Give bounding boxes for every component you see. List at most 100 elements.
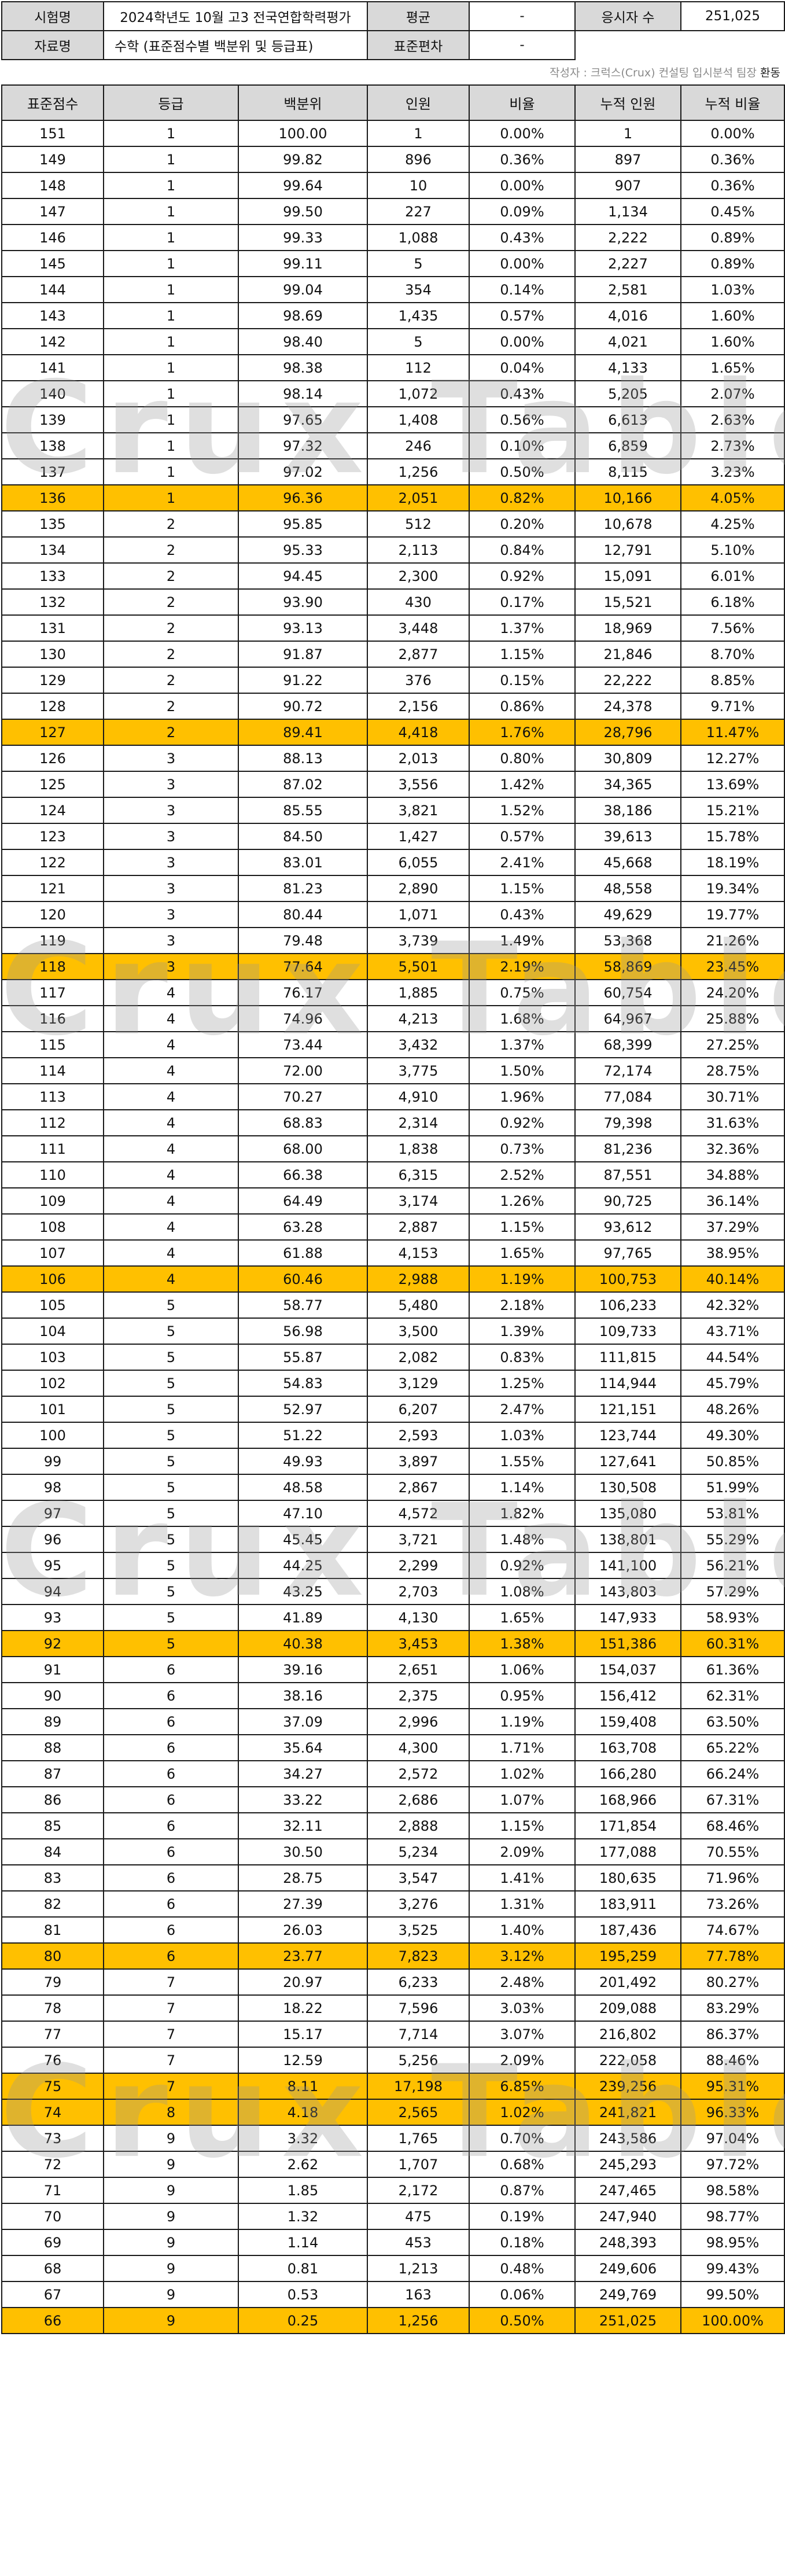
grade-cell: 2 — [103, 719, 239, 746]
ratio-cell: 0.75% — [469, 979, 576, 1006]
grade-cell: 3 — [103, 875, 239, 902]
score-cell: 98 — [1, 1474, 104, 1501]
grade-cell: 3 — [103, 797, 239, 824]
cumulative-count-cell: 1 — [574, 120, 681, 147]
cumulative-count-cell: 2,222 — [574, 224, 681, 251]
exam-label: 시험명 — [1, 1, 104, 31]
cumulative-count-cell: 135,080 — [574, 1500, 681, 1527]
table-row: 141 1 98.38 112 0.04% 4,133 1.65% — [1, 354, 785, 381]
grade-cell: 2 — [103, 614, 239, 642]
grade-cell: 5 — [103, 1396, 239, 1423]
cumulative-count-cell: 53,368 — [574, 927, 681, 954]
grade-cell: 7 — [103, 1994, 239, 2022]
grade-cell: 3 — [103, 901, 239, 928]
score-cell: 130 — [1, 641, 104, 668]
cumulative-ratio-cell: 67.31% — [680, 1786, 785, 1813]
table-row: 78 7 18.22 7,596 3.03% 209,088 83.29% — [1, 1994, 785, 2022]
grade-cell: 5 — [103, 1604, 239, 1631]
cumulative-ratio-cell: 23.45% — [680, 953, 785, 980]
table-row: 130 2 91.87 2,877 1.15% 21,846 8.70% — [1, 641, 785, 668]
ratio-cell: 1.55% — [469, 1448, 576, 1475]
grade-cell: 4 — [103, 1187, 239, 1215]
grade-cell: 5 — [103, 1526, 239, 1553]
cumulative-count-cell: 907 — [574, 172, 681, 199]
percentile-cell: 99.82 — [238, 146, 368, 173]
ratio-cell: 0.00% — [469, 250, 576, 277]
table-row: 109 4 64.49 3,174 1.26% 90,725 36.14% — [1, 1187, 785, 1215]
ratio-cell: 2.52% — [469, 1161, 576, 1188]
score-cell: 70 — [1, 2203, 104, 2230]
cumulative-ratio-cell: 77.78% — [680, 1942, 785, 1970]
score-cell: 104 — [1, 1318, 104, 1345]
ratio-cell: 0.70% — [469, 2125, 576, 2152]
percentile-cell: 99.33 — [238, 224, 368, 251]
table-row: 145 1 99.11 5 0.00% 2,227 0.89% — [1, 250, 785, 277]
count-cell: 163 — [367, 2281, 470, 2308]
cumulative-count-cell: 77,084 — [574, 1083, 681, 1110]
cumulative-ratio-cell: 99.43% — [680, 2255, 785, 2282]
score-cell: 93 — [1, 1604, 104, 1631]
count-cell: 1,838 — [367, 1135, 470, 1162]
cumulative-ratio-cell: 25.88% — [680, 1005, 785, 1032]
count-cell: 2,877 — [367, 641, 470, 668]
ratio-cell: 0.09% — [469, 198, 576, 225]
ratio-cell: 1.02% — [469, 2099, 576, 2126]
ratio-cell: 1.39% — [469, 1318, 576, 1345]
percentile-cell: 60.46 — [238, 1265, 368, 1293]
cumulative-ratio-cell: 6.01% — [680, 562, 785, 590]
cumulative-count-cell: 21,846 — [574, 641, 681, 668]
cumulative-ratio-cell: 1.60% — [680, 328, 785, 355]
percentile-cell: 91.87 — [238, 641, 368, 668]
cumulative-ratio-cell: 0.00% — [680, 120, 785, 147]
grade-cell: 4 — [103, 1135, 239, 1162]
count-cell: 354 — [367, 276, 470, 303]
percentile-cell: 68.00 — [238, 1135, 368, 1162]
score-cell: 111 — [1, 1135, 104, 1162]
cumulative-count-cell: 147,933 — [574, 1604, 681, 1631]
cumulative-ratio-cell: 0.89% — [680, 224, 785, 251]
score-cell: 114 — [1, 1057, 104, 1084]
ratio-cell: 1.03% — [469, 1422, 576, 1449]
cumulative-count-cell: 18,969 — [574, 614, 681, 642]
cumulative-ratio-cell: 71.96% — [680, 1864, 785, 1891]
cumulative-ratio-cell: 24.20% — [680, 979, 785, 1006]
ratio-cell: 2.48% — [469, 1968, 576, 1996]
score-cell: 83 — [1, 1864, 104, 1891]
ratio-cell: 1.08% — [469, 1578, 576, 1605]
percentile-cell: 51.22 — [238, 1422, 368, 1449]
grade-cell: 1 — [103, 328, 239, 355]
table-row: 106 4 60.46 2,988 1.19% 100,753 40.14% — [1, 1265, 785, 1293]
ratio-cell: 0.48% — [469, 2255, 576, 2282]
grade-cell: 4 — [103, 1161, 239, 1188]
table-row: 86 6 33.22 2,686 1.07% 168,966 67.31% — [1, 1786, 785, 1813]
score-cell: 148 — [1, 172, 104, 199]
ratio-cell: 1.41% — [469, 1864, 576, 1891]
grade-cell: 4 — [103, 1265, 239, 1293]
cumulative-ratio-cell: 53.81% — [680, 1500, 785, 1527]
cumulative-ratio-cell: 31.63% — [680, 1109, 785, 1136]
grade-cell: 1 — [103, 432, 239, 459]
count-cell: 2,172 — [367, 2177, 470, 2204]
score-cell: 140 — [1, 380, 104, 407]
count-label: 응시자 수 — [574, 1, 681, 31]
table-row: 126 3 88.13 2,013 0.80% 30,809 12.27% — [1, 745, 785, 772]
cumulative-count-cell: 141,100 — [574, 1552, 681, 1579]
grade-cell: 2 — [103, 641, 239, 668]
count-cell: 4,300 — [367, 1734, 470, 1761]
cumulative-count-cell: 15,521 — [574, 588, 681, 616]
table-row: 99 5 49.93 3,897 1.55% 127,641 50.85% — [1, 1448, 785, 1475]
count-cell: 2,082 — [367, 1344, 470, 1371]
score-cell: 134 — [1, 536, 104, 564]
table-row: 80 6 23.77 7,823 3.12% 195,259 77.78% — [1, 1942, 785, 1970]
score-cell: 94 — [1, 1578, 104, 1605]
grade-cell: 3 — [103, 849, 239, 876]
ratio-cell: 1.31% — [469, 1890, 576, 1918]
score-cell: 89 — [1, 1708, 104, 1735]
percentile-cell: 99.50 — [238, 198, 368, 225]
count-cell: 2,887 — [367, 1213, 470, 1241]
cumulative-ratio-cell: 27.25% — [680, 1031, 785, 1058]
count-cell: 3,721 — [367, 1526, 470, 1553]
cumulative-ratio-cell: 83.29% — [680, 1994, 785, 2022]
ratio-cell: 0.82% — [469, 484, 576, 511]
score-cell: 143 — [1, 302, 104, 329]
